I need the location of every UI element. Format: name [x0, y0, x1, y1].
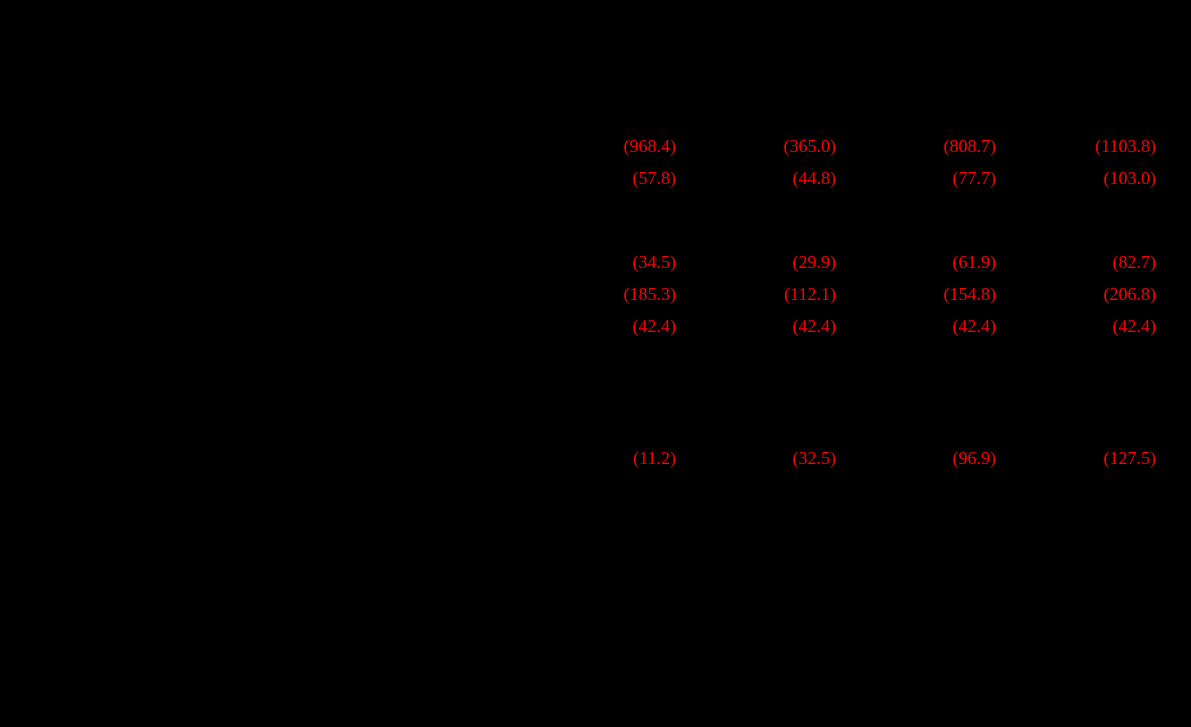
table-cell: (365.0)	[690, 130, 850, 162]
table-row: (42.4) (42.4) (42.4) (42.4)	[530, 310, 1170, 342]
table-row: (34.5) (29.9) (61.9) (82.7)	[530, 246, 1170, 278]
financial-data-table: (968.4) (365.0) (808.7) (1103.8) (57.8) …	[530, 130, 1170, 474]
table-row: (185.3) (112.1) (154.8) (206.8)	[530, 278, 1170, 310]
table-cell: (57.8)	[530, 162, 690, 194]
table-cell: (34.5)	[530, 246, 690, 278]
table-cell: (42.4)	[850, 310, 1010, 342]
table-spacer-row	[530, 342, 1170, 442]
table-spacer-row	[530, 194, 1170, 246]
table-row: (11.2) (32.5) (96.9) (127.5)	[530, 442, 1170, 474]
table-cell: (968.4)	[530, 130, 690, 162]
table-cell: (82.7)	[1010, 246, 1170, 278]
table-cell: (42.4)	[1010, 310, 1170, 342]
table-cell: (29.9)	[690, 246, 850, 278]
table-row: (57.8) (44.8) (77.7) (103.0)	[530, 162, 1170, 194]
table-cell: (96.9)	[850, 442, 1010, 474]
table-cell: (44.8)	[690, 162, 850, 194]
table-row: (968.4) (365.0) (808.7) (1103.8)	[530, 130, 1170, 162]
table-cell: (112.1)	[690, 278, 850, 310]
table-cell: (11.2)	[530, 442, 690, 474]
table-cell: (206.8)	[1010, 278, 1170, 310]
table-cell: (32.5)	[690, 442, 850, 474]
table-cell: (77.7)	[850, 162, 1010, 194]
financial-table-page: { "table": { "type": "table", "backgroun…	[0, 0, 1191, 727]
table-cell: (103.0)	[1010, 162, 1170, 194]
table-cell: (808.7)	[850, 130, 1010, 162]
table-cell: (185.3)	[530, 278, 690, 310]
table-cell: (1103.8)	[1010, 130, 1170, 162]
table-cell: (154.8)	[850, 278, 1010, 310]
table-cell: (42.4)	[690, 310, 850, 342]
table-cell: (61.9)	[850, 246, 1010, 278]
table-cell: (127.5)	[1010, 442, 1170, 474]
table-body: (968.4) (365.0) (808.7) (1103.8) (57.8) …	[530, 130, 1170, 474]
table-cell: (42.4)	[530, 310, 690, 342]
